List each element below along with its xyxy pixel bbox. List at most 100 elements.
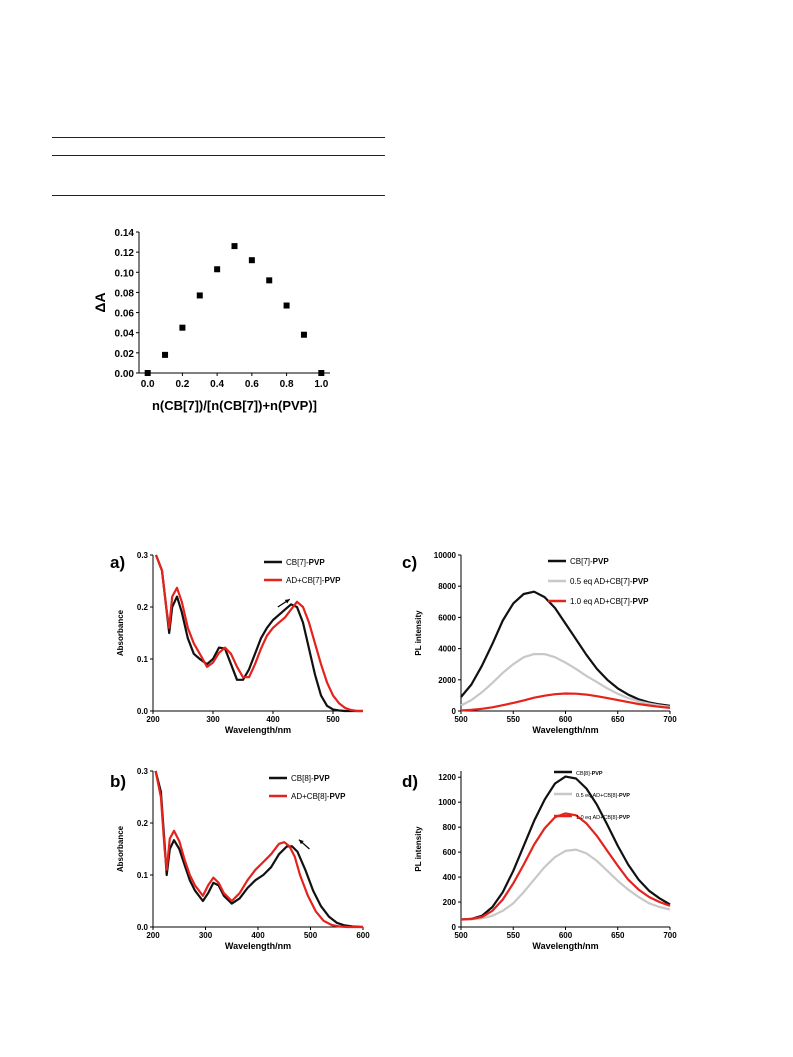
legend-label: CB[7]-PVP: [570, 557, 609, 566]
x-tick-label: 700: [663, 931, 677, 940]
y-tick-label: 800: [443, 823, 457, 832]
chart-d: 500 550 600 650 700 0 200 400 600 800 1000 1200 Wave…: [402, 770, 677, 951]
y-tick-label: 200: [443, 898, 457, 907]
legend-label-bold: PVP: [593, 557, 610, 566]
legend-label-plain: AD+CB[8]-: [291, 792, 330, 801]
panel-label: c): [402, 553, 417, 572]
legend-label-plain: CB[7]-: [286, 558, 309, 567]
y-axis-label: PL intensity: [414, 610, 423, 656]
data-point: [266, 277, 273, 284]
y-axis-label: ΔA: [92, 292, 108, 312]
y-tick-label: 0.10: [115, 268, 135, 279]
legend-label-plain: 1.0 eq AD+CB[7]-: [570, 597, 633, 606]
series-line-1: [460, 653, 671, 708]
x-tick-label: 400: [251, 931, 265, 940]
data-point: [300, 331, 307, 338]
data-point: [179, 324, 186, 331]
y-tick-label: 0.1: [137, 655, 149, 664]
data-point: [318, 370, 325, 376]
legend-label-bold: PVP: [632, 577, 649, 586]
x-tick-label: 600: [559, 715, 573, 724]
legend-label-plain: CB[8]-: [291, 774, 314, 783]
x-axis-label: Wavelength/nm: [225, 725, 291, 735]
x-tick-label: 500: [304, 931, 318, 940]
data-point: [248, 257, 255, 264]
series-line-0: [460, 590, 671, 707]
x-tick-label: 500: [454, 931, 468, 940]
series-line-1: [154, 770, 363, 929]
legend-label-bold: PVP: [309, 558, 326, 567]
y-tick-label: 0.2: [137, 603, 149, 612]
y-tick-label: 0.08: [115, 288, 135, 299]
y-tick-label: 0.3: [137, 767, 149, 776]
y-tick-label: 0.1: [137, 871, 149, 880]
panel-label: a): [110, 553, 125, 572]
y-tick-label: 10000: [434, 551, 457, 560]
x-tick-label: 0.8: [280, 379, 294, 390]
legend-label-plain: 1.0 eq AD+CB[8]-: [576, 815, 619, 821]
x-tick-label: 200: [146, 715, 160, 724]
y-tick-label: 600: [443, 848, 457, 857]
data-point: [283, 302, 290, 309]
legend-label-bold: PVP: [324, 576, 341, 585]
shift-arrow-head: [298, 839, 304, 845]
series-line-0: [154, 770, 364, 929]
legend-label-bold: PVP: [592, 771, 603, 777]
y-axis-label: PL intensity: [414, 826, 423, 872]
data-point: [162, 351, 169, 358]
chart-job: 0.0 0.2 0.4 0.6 0.8 1.0 0.00 0.02 0.04 0.06 0.08 0.…: [92, 228, 330, 413]
y-tick-label: 8000: [438, 582, 456, 591]
table-header-rule: [52, 155, 385, 156]
x-tick-label: 650: [611, 931, 625, 940]
legend-label-bold: PVP: [619, 815, 630, 821]
y-axis-label: Absorbance: [116, 609, 125, 656]
y-tick-label: 0.3: [137, 551, 149, 560]
y-tick-label: 0.0: [137, 707, 149, 716]
legend-label: 1.0 eq AD+CB[8]-PVP: [576, 815, 630, 821]
x-tick-label: 650: [611, 715, 625, 724]
series-line-0: [154, 554, 363, 713]
x-tick-label: 1.0: [314, 379, 328, 390]
chart-b: 200 300 400 500 600 0.0 0.1 0.2 0.3 Wavelength/nm…: [110, 767, 370, 951]
legend-label: CB[8]-PVP: [291, 774, 330, 783]
x-tick-label: 300: [206, 715, 220, 724]
table-bottom-rule: [52, 195, 385, 196]
series-line-1: [460, 848, 671, 921]
panel-label: d): [402, 772, 418, 791]
y-tick-label: 0.12: [115, 248, 135, 259]
y-tick-label: 4000: [438, 645, 456, 654]
y-tick-label: 6000: [438, 613, 456, 622]
x-tick-label: 200: [146, 931, 160, 940]
x-axis-label: Wavelength/nm: [532, 941, 598, 951]
y-tick-label: 2000: [438, 676, 456, 685]
legend-label-plain: 0.5 eq AD+CB[7]-: [570, 577, 633, 586]
x-tick-label: 500: [326, 715, 340, 724]
x-tick-label: 0.4: [210, 379, 224, 390]
legend-label: AD+CB[8]-PVP: [291, 792, 346, 801]
y-tick-label: 1200: [438, 773, 456, 782]
x-tick-label: 500: [454, 715, 468, 724]
y-tick-label: 0: [452, 707, 457, 716]
legend-label: CB[7]-PVP: [286, 558, 325, 567]
legend-label: CB[8]-PVP: [576, 771, 603, 777]
legend-label-bold: PVP: [632, 597, 649, 606]
data-point: [231, 243, 238, 250]
legend-label-bold: PVP: [314, 774, 331, 783]
legend-label-plain: AD+CB[7]-: [286, 576, 325, 585]
y-tick-label: 0: [452, 923, 457, 932]
data-point: [196, 292, 203, 299]
x-tick-label: 550: [507, 715, 521, 724]
x-tick-label: 600: [356, 931, 370, 940]
y-axis-label: Absorbance: [116, 825, 125, 872]
y-tick-label: 0.00: [115, 369, 135, 380]
panel-label: b): [110, 772, 126, 791]
y-tick-label: 0.14: [115, 228, 135, 239]
y-tick-label: 0.06: [115, 309, 135, 320]
x-tick-label: 700: [663, 715, 677, 724]
chart-c: 500 550 600 650 700 0 2000 4000 6000 8000 10000 Wav…: [402, 551, 677, 735]
table-top-rule: [52, 137, 385, 138]
x-tick-label: 0.0: [141, 379, 155, 390]
y-tick-label: 0.02: [115, 349, 135, 360]
data-point: [214, 266, 221, 273]
